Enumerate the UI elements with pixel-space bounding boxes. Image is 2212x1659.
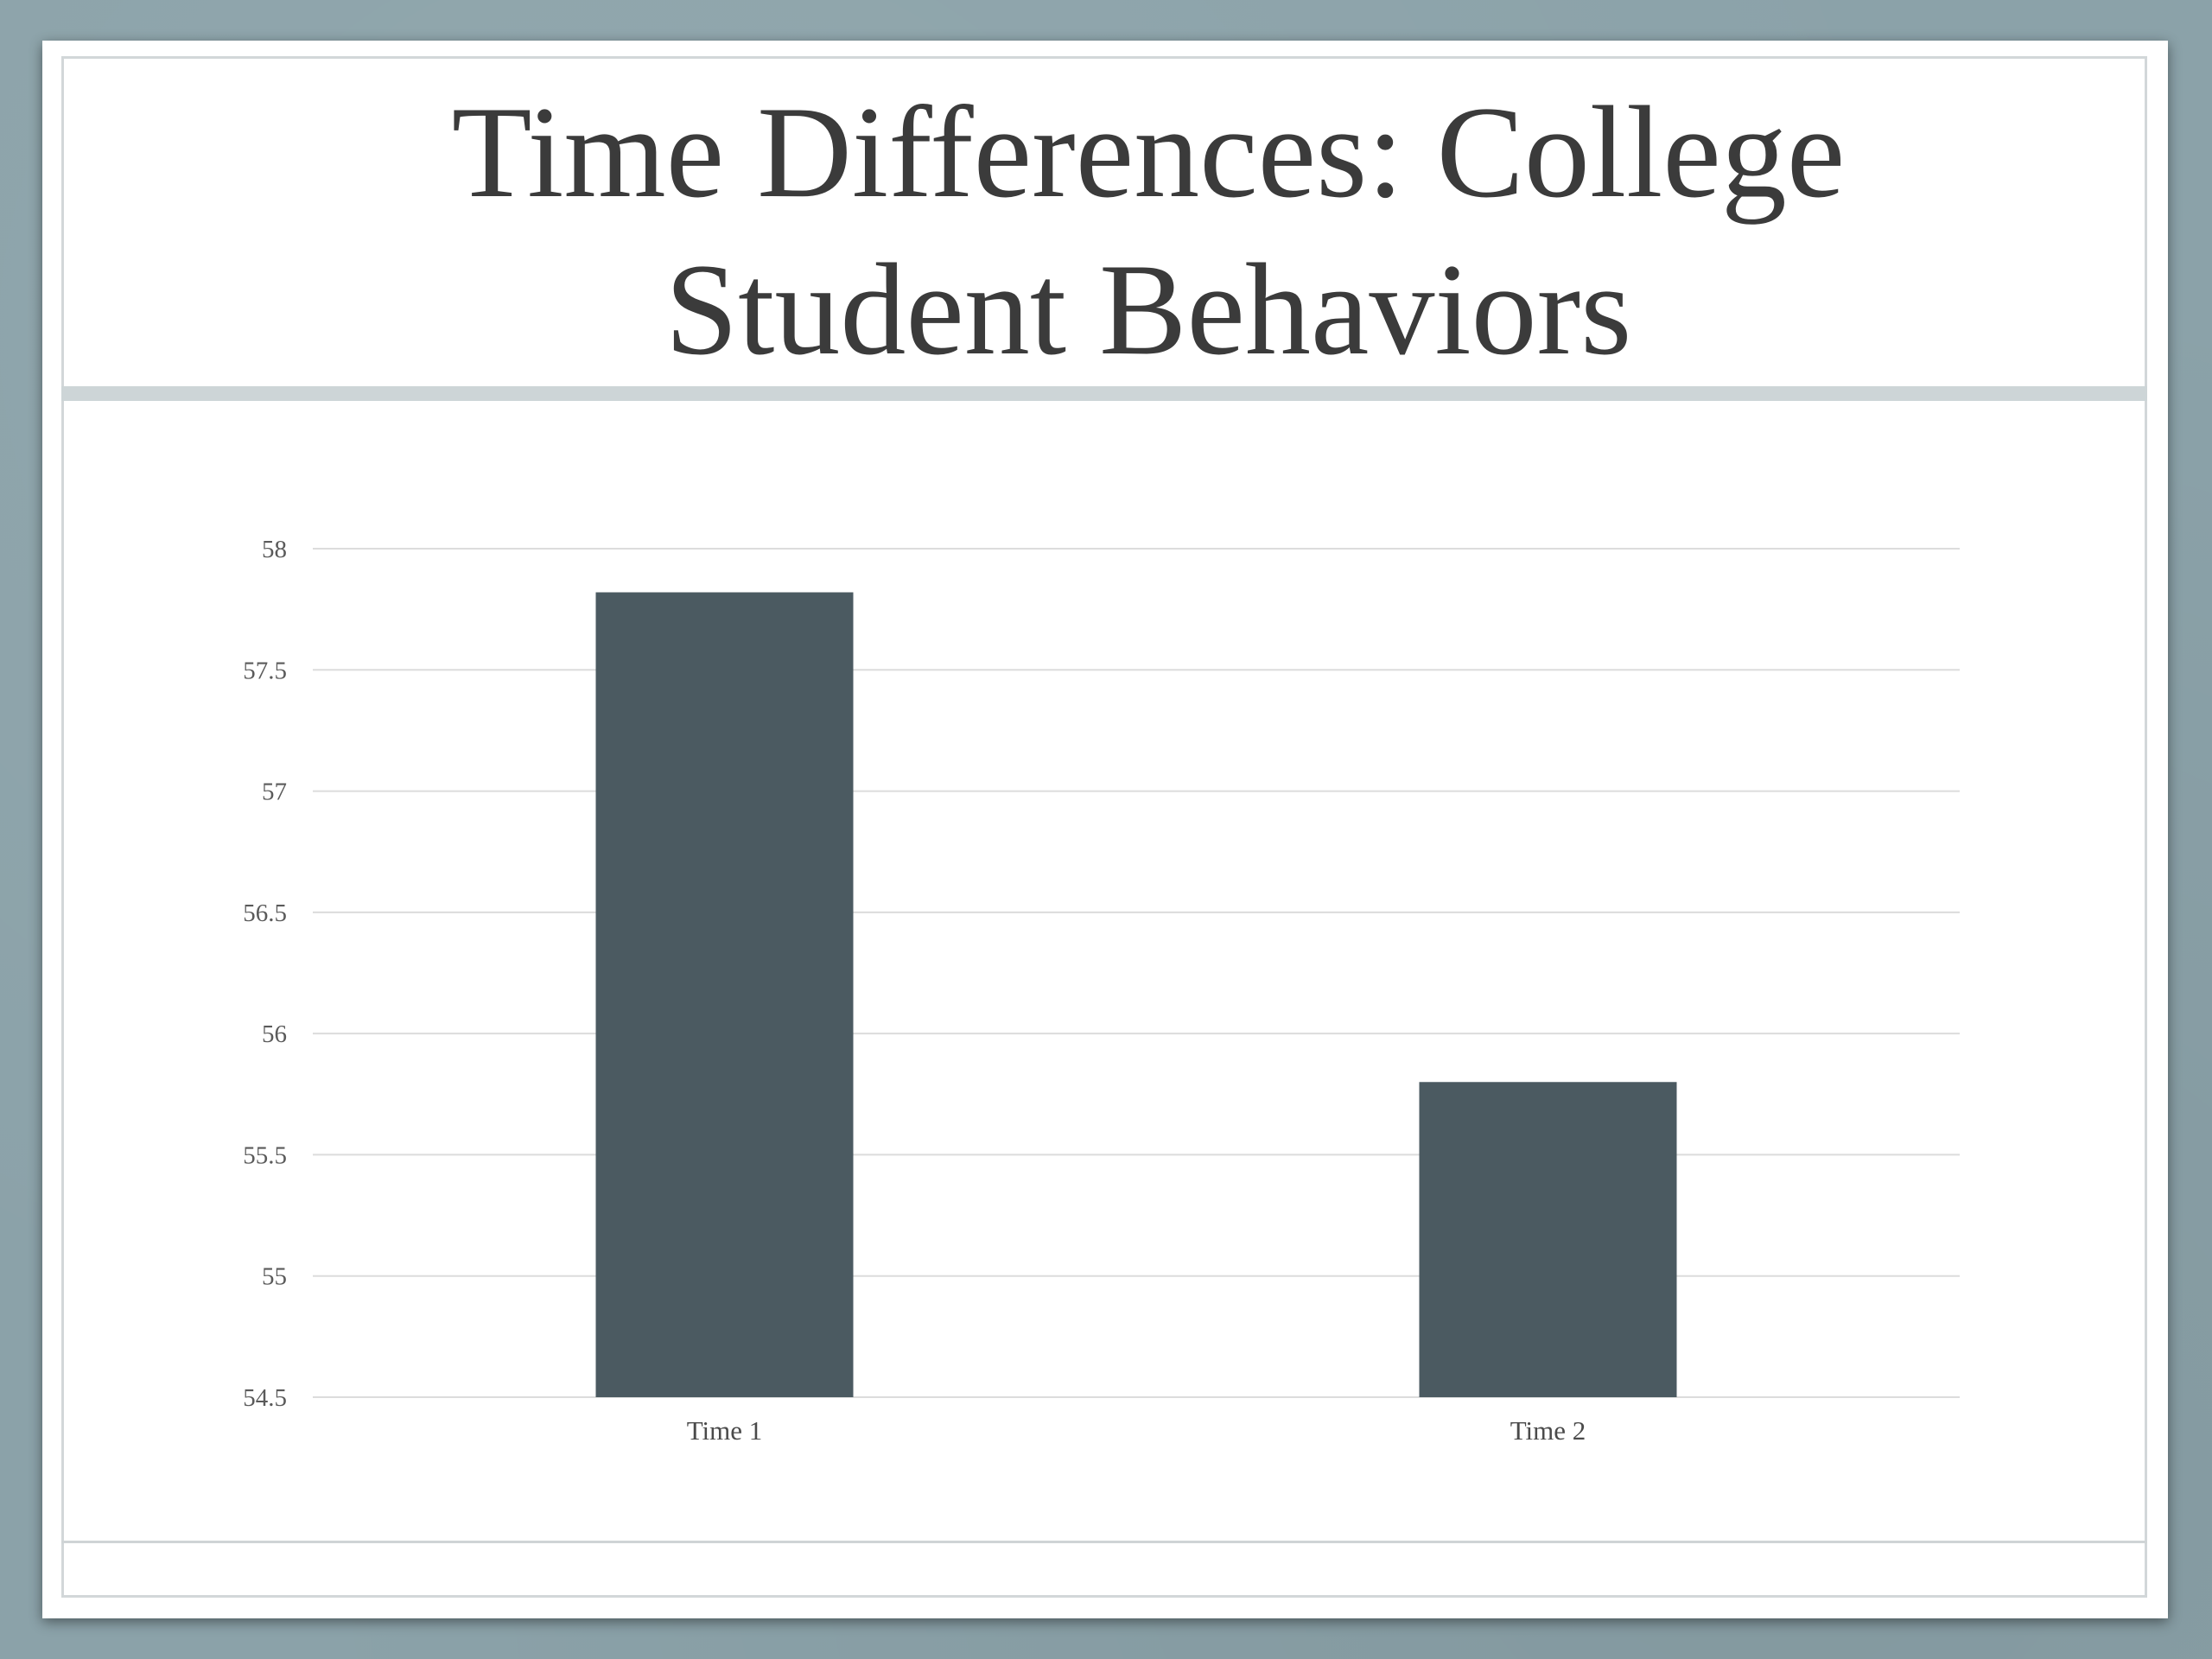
y-tick-label: 57 — [262, 779, 287, 806]
y-axis-tick-labels: 54.5 55 55.5 56 56.5 57 57.5 58 — [243, 536, 287, 1412]
slide-title-line-1: Time Differences: College — [451, 79, 1846, 225]
bar-time-1 — [595, 592, 854, 1397]
slide-frame — [61, 56, 2147, 1598]
chart-bars — [595, 592, 1677, 1397]
x-category-label: Time 2 — [1510, 1415, 1586, 1446]
x-axis-category-labels: Time 1 Time 2 — [687, 1415, 1586, 1446]
chart-gridlines — [313, 548, 1960, 1398]
x-category-label: Time 1 — [687, 1415, 763, 1446]
slide: Time Differences: College Student Behavi… — [42, 41, 2168, 1618]
y-tick-label: 54.5 — [243, 1384, 287, 1412]
y-tick-label: 56 — [262, 1020, 287, 1048]
footer-divider — [61, 1541, 2147, 1543]
y-tick-label: 58 — [262, 536, 287, 563]
bar-time-2 — [1419, 1082, 1677, 1397]
y-tick-label: 55 — [262, 1263, 287, 1291]
y-tick-label: 56.5 — [243, 899, 287, 927]
title-divider — [61, 386, 2147, 401]
y-tick-label: 55.5 — [243, 1141, 287, 1169]
y-tick-label: 57.5 — [243, 657, 287, 684]
slide-title-line-2: Student Behaviors — [664, 237, 1632, 382]
slide-title: Time Differences: College Student Behavi… — [215, 73, 2082, 388]
